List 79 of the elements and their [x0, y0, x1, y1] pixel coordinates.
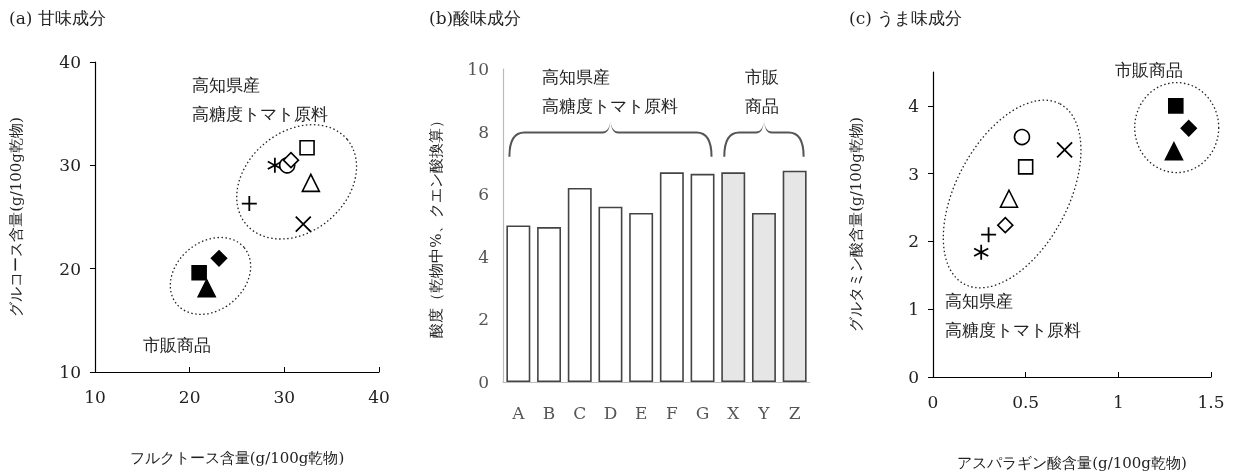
y-tick-label: 4 [908, 95, 919, 116]
point [191, 265, 207, 281]
x-axis-title: アスパラギン酸含量(g/100g乾物) [957, 453, 1187, 472]
x-tick-label: Z [788, 402, 801, 423]
annotation: 高知県産 [945, 290, 1013, 311]
point [240, 195, 258, 212]
x-tick-label: G [695, 402, 710, 423]
bar [567, 187, 592, 382]
y-tick-label: 40 [59, 52, 81, 72]
y-tick-label: 0 [908, 367, 919, 387]
point [299, 139, 315, 156]
x-tick-label: 20 [178, 386, 201, 407]
y-tick-label: 10 [59, 362, 81, 382]
chart-title: (b)酸味成分 [429, 7, 522, 28]
point [210, 250, 228, 267]
point [294, 215, 312, 233]
annotation: 市販 [745, 66, 779, 87]
chart-title: (c) うま味成分 [849, 7, 963, 28]
point [1180, 119, 1198, 137]
bar [782, 170, 807, 382]
y-tick-label: 8 [478, 121, 489, 142]
annotation: 高糖度トマト原料 [542, 95, 678, 116]
bar [690, 173, 715, 382]
x-tick-label: F [665, 402, 678, 423]
point [999, 189, 1019, 209]
x-tick-label: 0.5 [1012, 391, 1040, 412]
point [282, 151, 300, 169]
x-tick-label: 1.5 [1197, 391, 1225, 412]
bar [659, 172, 684, 382]
annotation: 市販商品 [1115, 59, 1183, 80]
x-tick-label: 40 [368, 386, 390, 407]
y-tick-label: 20 [59, 258, 81, 279]
x-tick-label: 0 [927, 391, 939, 412]
y-tick-label: 2 [478, 309, 489, 330]
bar [721, 172, 746, 382]
chart-title: (a) 甘味成分 [9, 7, 106, 28]
annotation: 高糖度トマト原料 [945, 319, 1081, 340]
point [1013, 128, 1031, 146]
point [996, 216, 1014, 234]
y-tick-label: 30 [59, 155, 81, 176]
x-tick-label: 10 [84, 386, 106, 407]
y-tick-label: 0 [478, 372, 489, 392]
x-tick-label: 1 [1112, 391, 1124, 412]
y-tick-label: 2 [908, 231, 919, 252]
annotation: 高知県産 [542, 66, 610, 87]
bar [537, 227, 562, 382]
bar [751, 212, 776, 382]
annotation: 高糖度トマト原料 [192, 103, 328, 124]
point [1164, 142, 1184, 161]
point [1017, 159, 1034, 175]
point [197, 279, 217, 298]
annotation: 商品 [745, 95, 779, 116]
x-tick-label: Y [757, 402, 771, 423]
point [301, 173, 321, 193]
y-tick-label: 10 [467, 59, 489, 79]
y-tick-label: 4 [478, 246, 489, 267]
y-tick-label: 3 [908, 163, 919, 184]
bar [629, 212, 654, 382]
x-tick-label: 30 [273, 386, 296, 407]
annotation: 高知県産 [192, 74, 260, 95]
point [980, 226, 997, 244]
y-axis-title: 酸度（乾物中%、クエン酸換算） [426, 113, 445, 338]
bar [598, 206, 623, 382]
x-tick-label: A [511, 402, 526, 423]
y-tick-label: 1 [908, 299, 919, 320]
point [1167, 98, 1184, 114]
y-tick-label: 6 [478, 184, 489, 205]
x-axis-title: フルクトース含量(g/100g乾物) [129, 448, 345, 467]
x-tick-label: E [634, 402, 648, 423]
point [973, 244, 989, 260]
x-tick-label: B [542, 402, 556, 423]
annotation: 市販商品 [143, 334, 211, 355]
y-axis-title: グルコース含量(g/100g乾物) [6, 117, 25, 317]
x-tick-label: X [727, 402, 741, 423]
x-tick-label: C [573, 402, 587, 423]
y-axis-title: グルタミン酸含量(g/100g乾物) [846, 117, 865, 332]
x-tick-label: D [603, 402, 618, 423]
bar [506, 225, 531, 382]
point [1056, 141, 1073, 159]
